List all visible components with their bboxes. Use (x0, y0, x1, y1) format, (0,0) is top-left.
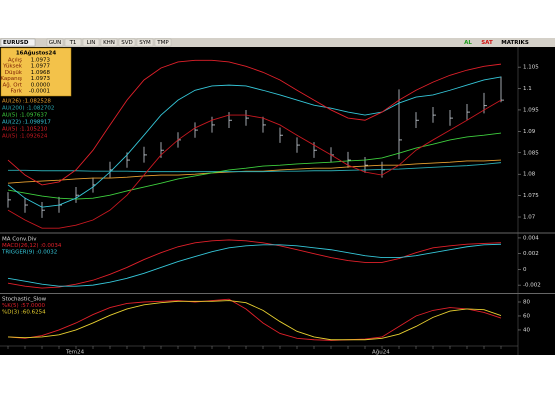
info-value: -0.0001 (29, 89, 50, 95)
y-tick-label: 0 (523, 267, 527, 273)
legend-entry: AU(26) :1.082528 (2, 99, 51, 105)
info-key: Açılış (8, 58, 22, 64)
y-tick-label: 1.085 (523, 150, 539, 156)
y-tick-label: 0.004 (523, 235, 539, 241)
toolbar-right[interactable]: SAT (481, 40, 493, 46)
toolbar-button[interactable] (46, 38, 64, 47)
panel-title: Stochastic_Slow (2, 297, 47, 303)
y-tick-label: 1.095 (523, 107, 539, 113)
y-tick-label: 1.09 (523, 129, 536, 135)
legend-entry: AU(5) :1.092624 (2, 134, 48, 140)
legend-entry: AU(5) :1.105210 (2, 127, 48, 133)
toolbar-label: GUN (49, 40, 61, 46)
toolbar-items: GUN T1 LIN KHN SVD SYM TMP AL SAT MATRIKS (46, 38, 529, 47)
legend-entry: %D(3) :60.6254 (2, 310, 46, 316)
legend-entry: AU(200) :1.082702 (2, 106, 54, 112)
y-tick-label: -0.002 (523, 283, 541, 289)
info-key: Düşük (5, 70, 23, 76)
legend-entry: AU(5) :1.097637 (2, 113, 48, 119)
y-tick-label: 40 (523, 327, 530, 333)
info-value: 1.0977 (31, 64, 51, 70)
y-tick-label: 1.105 (523, 65, 539, 71)
toolbar-button[interactable] (64, 38, 82, 47)
toolbar-label: T1 (69, 40, 77, 46)
y-tick-label: 60 (523, 313, 530, 319)
toolbar-label: TMP (156, 40, 169, 46)
y-tick-label: 1.1 (523, 86, 532, 92)
series-line (7, 99, 502, 229)
symbol: EURUSD (3, 40, 29, 46)
toolbar-right[interactable]: MATRIKS (501, 40, 529, 46)
x-tick-label: Tem24 (65, 350, 85, 356)
info-key: Yüksek (2, 64, 23, 70)
toolbar-button[interactable] (82, 38, 100, 47)
series-line (7, 300, 502, 341)
info-key: Kapanış (0, 76, 22, 82)
plot: 1.07 1.075 1.08 1.085 1.09 1.095 1.1 1.105 AU(26… (1, 59, 541, 356)
info-date: 16Ağustos24 (16, 51, 57, 57)
series-line (7, 132, 502, 200)
toolbar-button[interactable] (136, 38, 154, 47)
info-box (0, 47, 72, 97)
toolbar-button[interactable] (100, 38, 118, 47)
series-line (7, 239, 502, 289)
series-line (7, 243, 502, 287)
toolbar-button[interactable] (118, 38, 136, 47)
y-tick-label: 1.07 (523, 215, 536, 221)
info-value: 1.0973 (31, 58, 51, 64)
toolbar-label: SYM (139, 40, 151, 46)
info-value: 0.0000 (31, 82, 51, 88)
y-tick-label: 80 (523, 299, 530, 305)
toolbar-label: KHN (103, 40, 115, 46)
toolbar-label: LIN (87, 40, 96, 46)
series-line (8, 162, 502, 173)
info-key: Fark (11, 89, 23, 95)
y-tick-label: 0.002 (523, 251, 539, 257)
legend-entry: MACD(26,12) :0.0034 (2, 243, 62, 249)
series-line (7, 76, 502, 208)
toolbar-right[interactable]: AL (464, 40, 472, 46)
legend-entry: %K(5) :57.0000 (2, 303, 45, 309)
panel-title: MA Conv.Div (2, 237, 37, 243)
legend-entry: TRIGGER(9) :0.0032 (1, 250, 57, 256)
y-tick-label: 1.08 (523, 172, 536, 178)
y-tick-label: 1.075 (523, 193, 539, 199)
info-rows: Açılış 1.0973 Yüksek 1.0977 Düşük 1.0968 Kapan… (0, 58, 50, 95)
info-key: Ağ. Ort (3, 81, 23, 88)
symbol-tab[interactable] (0, 38, 36, 47)
info-value: 1.0973 (31, 76, 51, 82)
toolbar-label: SVD (121, 40, 133, 46)
toolbar (0, 38, 555, 47)
series-line (7, 59, 502, 186)
toolbar-button[interactable] (154, 38, 172, 47)
series-line (7, 298, 502, 341)
x-tick-label: Ağu24 (372, 349, 390, 356)
info-value: 1.0968 (31, 70, 51, 76)
legend-entry: AU(22) :1.098917 (2, 120, 51, 126)
chart-area (0, 47, 555, 355)
